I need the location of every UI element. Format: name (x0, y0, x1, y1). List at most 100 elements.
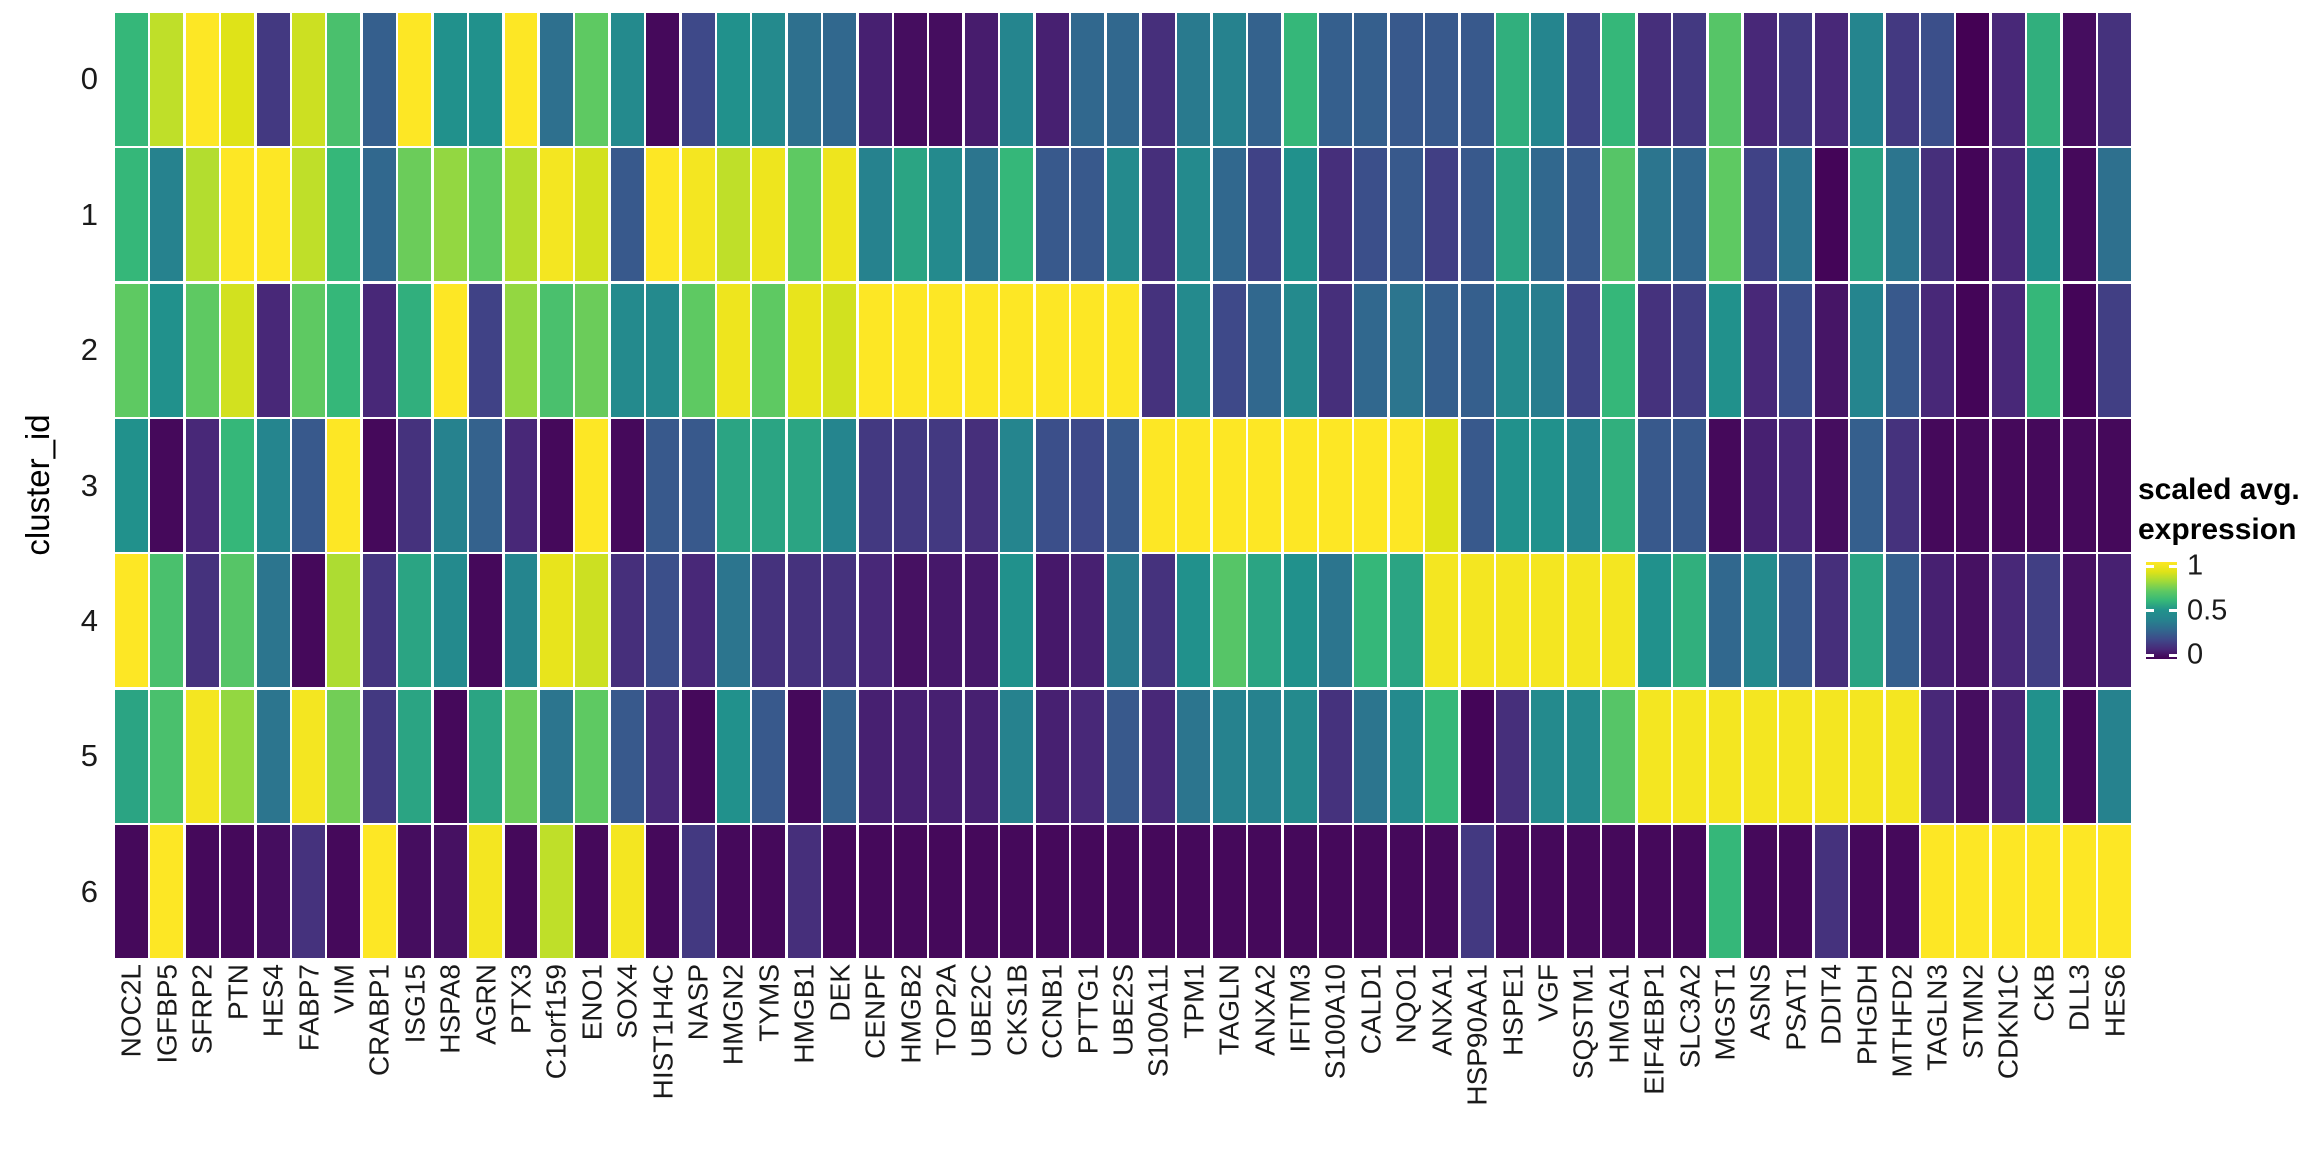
heatmap-cell (1779, 148, 1813, 282)
legend-title: scaled avg. expression (2138, 470, 2300, 550)
heatmap-cell (1743, 689, 1777, 823)
heatmap-cell (1956, 825, 1990, 958)
heatmap-cell (894, 148, 927, 282)
heatmap-cell (1708, 13, 1742, 146)
heatmap-cell (1637, 689, 1671, 823)
legend-tick-label: 0.5 (2187, 594, 2228, 626)
heatmap-cell (1566, 283, 1600, 417)
heatmap-cell (1496, 554, 1529, 688)
heatmap-cell (1779, 283, 1813, 417)
heatmap-cell (787, 283, 821, 417)
heatmap-cell (1248, 283, 1282, 417)
heatmap-cell (1673, 689, 1707, 823)
heatmap-cell (717, 825, 750, 958)
heatmap-cell (433, 689, 467, 823)
heatmap-cell (752, 689, 786, 823)
heatmap-cell (1708, 283, 1742, 417)
heatmap-cell (1425, 148, 1459, 282)
heatmap-cell (469, 825, 503, 958)
x-axis-tick-labels: NOC2L IGFBP5 SFRP2 PTN HES4 FABP7 VIM CRABP1 ISG… (115, 964, 2131, 1152)
heatmap-cell (1991, 689, 2025, 823)
heatmap-cell (1921, 283, 1954, 417)
heatmap-cell (150, 419, 184, 552)
heatmap-cell (717, 283, 750, 417)
heatmap-cell (2062, 148, 2096, 282)
heatmap-cell (787, 554, 821, 688)
x-axis-tick-label: DLL3 (2063, 964, 2095, 1031)
heatmap-cell (752, 148, 786, 282)
heatmap-cell (1708, 148, 1742, 282)
heatmap-cell (1283, 825, 1317, 958)
x-axis-tick-label: CKB (2028, 964, 2060, 1022)
heatmap-cell (1637, 148, 1671, 282)
heatmap-cell (964, 148, 998, 282)
heatmap-cell (823, 554, 857, 688)
heatmap-cell (964, 554, 998, 688)
heatmap-cell (1389, 13, 1423, 146)
heatmap-cell (1106, 13, 1140, 146)
y-axis-tick-label: 5 (80, 738, 98, 774)
heatmap-cell (610, 689, 644, 823)
x-axis-tick-label: ISG15 (399, 964, 431, 1044)
heatmap-cell (2062, 689, 2096, 823)
heatmap-cell (1956, 554, 1990, 688)
heatmap-cell (1602, 148, 1636, 282)
heatmap-cell (1177, 419, 1211, 552)
heatmap-cell (1673, 148, 1707, 282)
heatmap-cell (1743, 825, 1777, 958)
heatmap-cell (433, 419, 467, 552)
heatmap-cell (398, 554, 432, 688)
heatmap-cell (575, 148, 609, 282)
x-axis-tick-label: STMN2 (1957, 964, 1989, 1059)
heatmap-cell (256, 419, 290, 552)
heatmap-cell (1035, 825, 1069, 958)
heatmap-cell (1106, 689, 1140, 823)
heatmap-cell (1319, 148, 1352, 282)
heatmap-cell (1814, 148, 1848, 282)
heatmap-cell (115, 554, 148, 688)
heatmap-cell (150, 148, 184, 282)
heatmap-cell (185, 825, 219, 958)
x-axis-tick-label: TOP2A (930, 964, 962, 1056)
heatmap-cell (1921, 419, 1954, 552)
heatmap-cell (115, 419, 148, 552)
heatmap-cell (575, 554, 609, 688)
heatmap-cell (929, 13, 963, 146)
heatmap-cell (504, 825, 538, 958)
heatmap-cell (1354, 283, 1388, 417)
heatmap-cell (717, 689, 750, 823)
heatmap-cell (1850, 419, 1884, 552)
heatmap-cell (185, 689, 219, 823)
y-axis-tick-label: 0 (80, 61, 98, 97)
heatmap-cell (469, 689, 503, 823)
x-axis-tick-label: SFRP2 (186, 964, 218, 1055)
x-axis-tick-label: SLC3A2 (1674, 964, 1706, 1069)
heatmap-cell (1248, 13, 1282, 146)
heatmap-cell (256, 283, 290, 417)
heatmap-cell (1212, 825, 1246, 958)
heatmap-cell (1000, 419, 1034, 552)
x-axis-tick-label: S100A10 (1319, 964, 1351, 1080)
heatmap-cell (681, 825, 715, 958)
heatmap-cell (256, 554, 290, 688)
heatmap-cell (1177, 13, 1211, 146)
heatmap-cell (681, 689, 715, 823)
heatmap-cell (539, 13, 573, 146)
heatmap-cell (929, 419, 963, 552)
heatmap-grid (115, 13, 2131, 958)
heatmap-cell (858, 148, 892, 282)
x-axis-tick-label: EIF4EBP1 (1638, 964, 1670, 1095)
heatmap-cell (1673, 419, 1707, 552)
heatmap-cell (1531, 283, 1565, 417)
heatmap-cell (504, 419, 538, 552)
heatmap-cell (1071, 554, 1105, 688)
heatmap-cell (1885, 689, 1919, 823)
heatmap-cell (1531, 148, 1565, 282)
heatmap-cell (115, 283, 148, 417)
heatmap-cell (1991, 148, 2025, 282)
heatmap-cell (610, 13, 644, 146)
heatmap-cell (1602, 13, 1636, 146)
heatmap-cell (1743, 283, 1777, 417)
heatmap-cell (504, 689, 538, 823)
x-axis-tick-label: SQSTM1 (1567, 964, 1599, 1080)
